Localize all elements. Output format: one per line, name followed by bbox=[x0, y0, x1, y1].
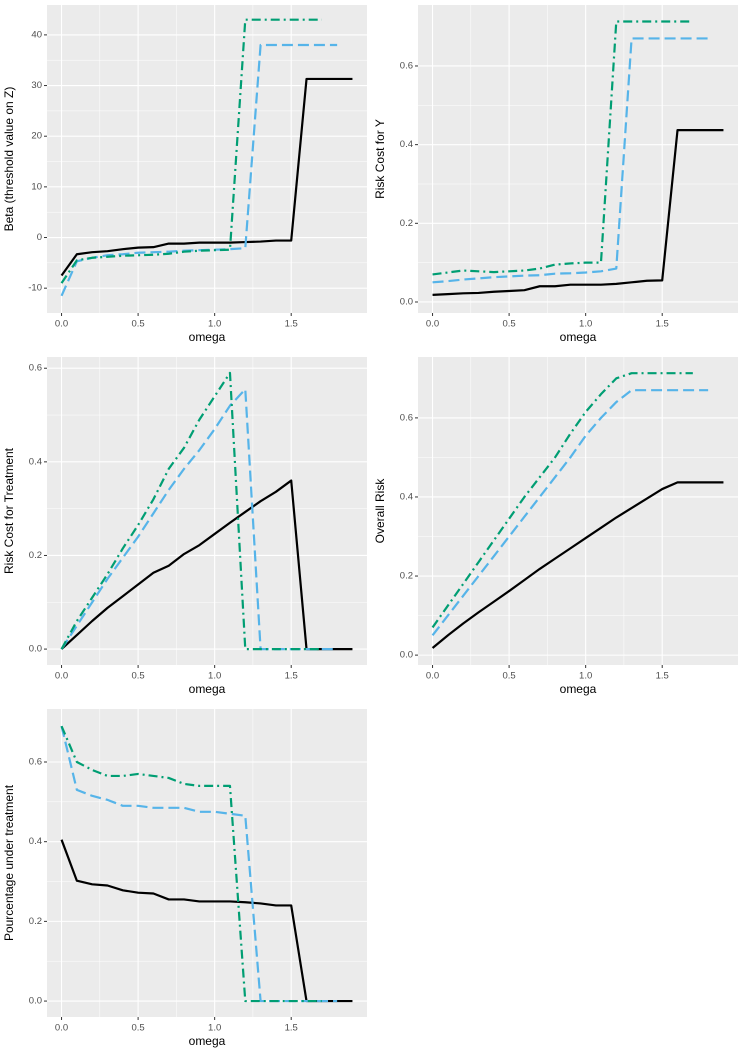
panel-background bbox=[418, 5, 738, 313]
x-tick-label: 1.0 bbox=[208, 319, 221, 330]
series-line bbox=[60, 479, 353, 651]
x-tick-label: 1.0 bbox=[579, 671, 592, 682]
series-line bbox=[432, 128, 724, 297]
series-line bbox=[432, 37, 709, 284]
x-tick-label: 1.5 bbox=[656, 671, 669, 682]
y-tick-label: 0.0 bbox=[400, 297, 413, 308]
series-line bbox=[60, 43, 338, 297]
x-tick-label: 1.0 bbox=[208, 1023, 221, 1034]
y-tick-label: 0.6 bbox=[400, 412, 413, 423]
x-tick-label: 0.0 bbox=[426, 671, 439, 682]
y-axis-label: Pourcentage under treatment bbox=[2, 784, 16, 941]
panel-background bbox=[47, 5, 367, 313]
y-tick-label: 0.2 bbox=[400, 571, 413, 582]
y-axis-label: Beta (threshold value on Z) bbox=[2, 87, 16, 232]
x-tick-label: 0.5 bbox=[502, 671, 515, 682]
x-tick-label: 1.5 bbox=[285, 671, 298, 682]
y-tick-label: 20 bbox=[31, 131, 42, 142]
x-tick-label: 1.5 bbox=[285, 319, 298, 330]
panel-background bbox=[47, 709, 367, 1017]
x-tick-label: 1.0 bbox=[579, 319, 592, 330]
y-axis-label: Overall Risk bbox=[373, 478, 387, 544]
panel-background bbox=[418, 357, 738, 665]
y-tick-label: 0.4 bbox=[29, 456, 42, 467]
series-line bbox=[60, 725, 322, 1003]
series-line bbox=[431, 481, 724, 649]
series-line bbox=[431, 372, 693, 629]
y-tick-label: 0.4 bbox=[400, 139, 413, 150]
y-tick-label: 0 bbox=[37, 232, 42, 243]
x-tick-label: 0.0 bbox=[55, 671, 68, 682]
y-tick-label: -10 bbox=[28, 283, 42, 294]
y-tick-label: 0.6 bbox=[400, 60, 413, 71]
y-tick-label: 30 bbox=[31, 80, 42, 91]
x-axis-label: omega bbox=[560, 330, 597, 344]
series-line bbox=[60, 371, 322, 651]
series-line bbox=[432, 20, 693, 276]
series-line bbox=[60, 18, 322, 284]
x-axis-label: omega bbox=[189, 682, 226, 696]
x-tick-label: 0.5 bbox=[131, 1023, 144, 1034]
y-tick-label: 40 bbox=[31, 29, 42, 40]
x-tick-label: 1.0 bbox=[208, 671, 221, 682]
x-tick-label: 0.0 bbox=[55, 1023, 68, 1034]
y-axis-label: Risk Cost for Treatment bbox=[2, 447, 16, 574]
series-line bbox=[60, 77, 353, 277]
x-tick-label: 1.5 bbox=[656, 319, 669, 330]
x-tick-label: 0.5 bbox=[131, 671, 144, 682]
y-tick-label: 0.4 bbox=[29, 836, 42, 847]
y-tick-label: 0.0 bbox=[29, 996, 42, 1007]
y-tick-label: 0.6 bbox=[29, 363, 42, 374]
y-tick-label: 10 bbox=[31, 181, 42, 192]
y-tick-label: 0.2 bbox=[29, 550, 42, 561]
x-axis-label: omega bbox=[189, 1034, 226, 1048]
x-tick-label: 0.0 bbox=[55, 319, 68, 330]
y-axis-label: Risk Cost for Y bbox=[373, 119, 387, 199]
y-tick-label: 0.0 bbox=[400, 650, 413, 661]
x-tick-label: 1.5 bbox=[285, 1023, 298, 1034]
y-tick-label: 0.2 bbox=[400, 218, 413, 229]
x-tick-label: 0.5 bbox=[131, 319, 144, 330]
y-tick-label: 0.2 bbox=[29, 916, 42, 927]
y-tick-label: 0.6 bbox=[29, 757, 42, 768]
series-line bbox=[431, 389, 709, 637]
y-tick-label: 0.4 bbox=[400, 491, 413, 502]
series-line bbox=[60, 839, 353, 1003]
x-axis-label: omega bbox=[560, 682, 597, 696]
x-tick-label: 0.5 bbox=[502, 319, 515, 330]
x-axis-label: omega bbox=[189, 330, 226, 344]
y-tick-label: 0.0 bbox=[29, 644, 42, 655]
x-tick-label: 0.0 bbox=[426, 319, 439, 330]
